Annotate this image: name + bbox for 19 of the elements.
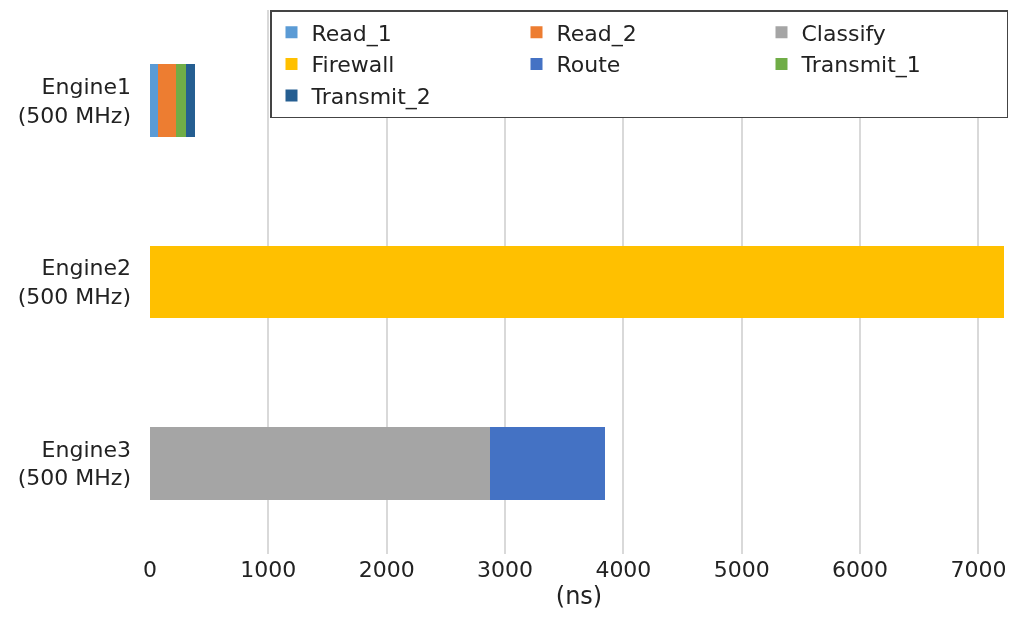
legend-label: Transmit_2 — [310, 84, 431, 111]
legend-label: Read_1 — [311, 20, 392, 47]
legend-label: Read_2 — [556, 20, 637, 47]
y-tick-label: Engine1 (500 MHz) — [17, 74, 131, 128]
y-tick-label: Engine3 (500 MHz) — [17, 436, 131, 491]
x-tick-label: 4000 — [595, 557, 652, 582]
legend-label: Classify — [801, 20, 886, 46]
legend-label: Transmit_1 — [800, 52, 921, 79]
x-tick-label: 7000 — [950, 557, 1007, 582]
x-axis-title: (ns) — [555, 582, 603, 610]
legend-label: Firewall — [311, 52, 395, 78]
x-tick-label: 0 — [143, 557, 157, 582]
y-tick-label: Engine2 (500 MHz) — [17, 255, 131, 309]
x-tick-label: 5000 — [713, 557, 770, 582]
x-tick-label: 2000 — [358, 557, 415, 582]
legend-label: Route — [556, 52, 621, 78]
x-tick-label: 1000 — [240, 557, 297, 582]
x-tick-label: 6000 — [832, 557, 889, 582]
x-tick-label: 3000 — [477, 557, 534, 582]
